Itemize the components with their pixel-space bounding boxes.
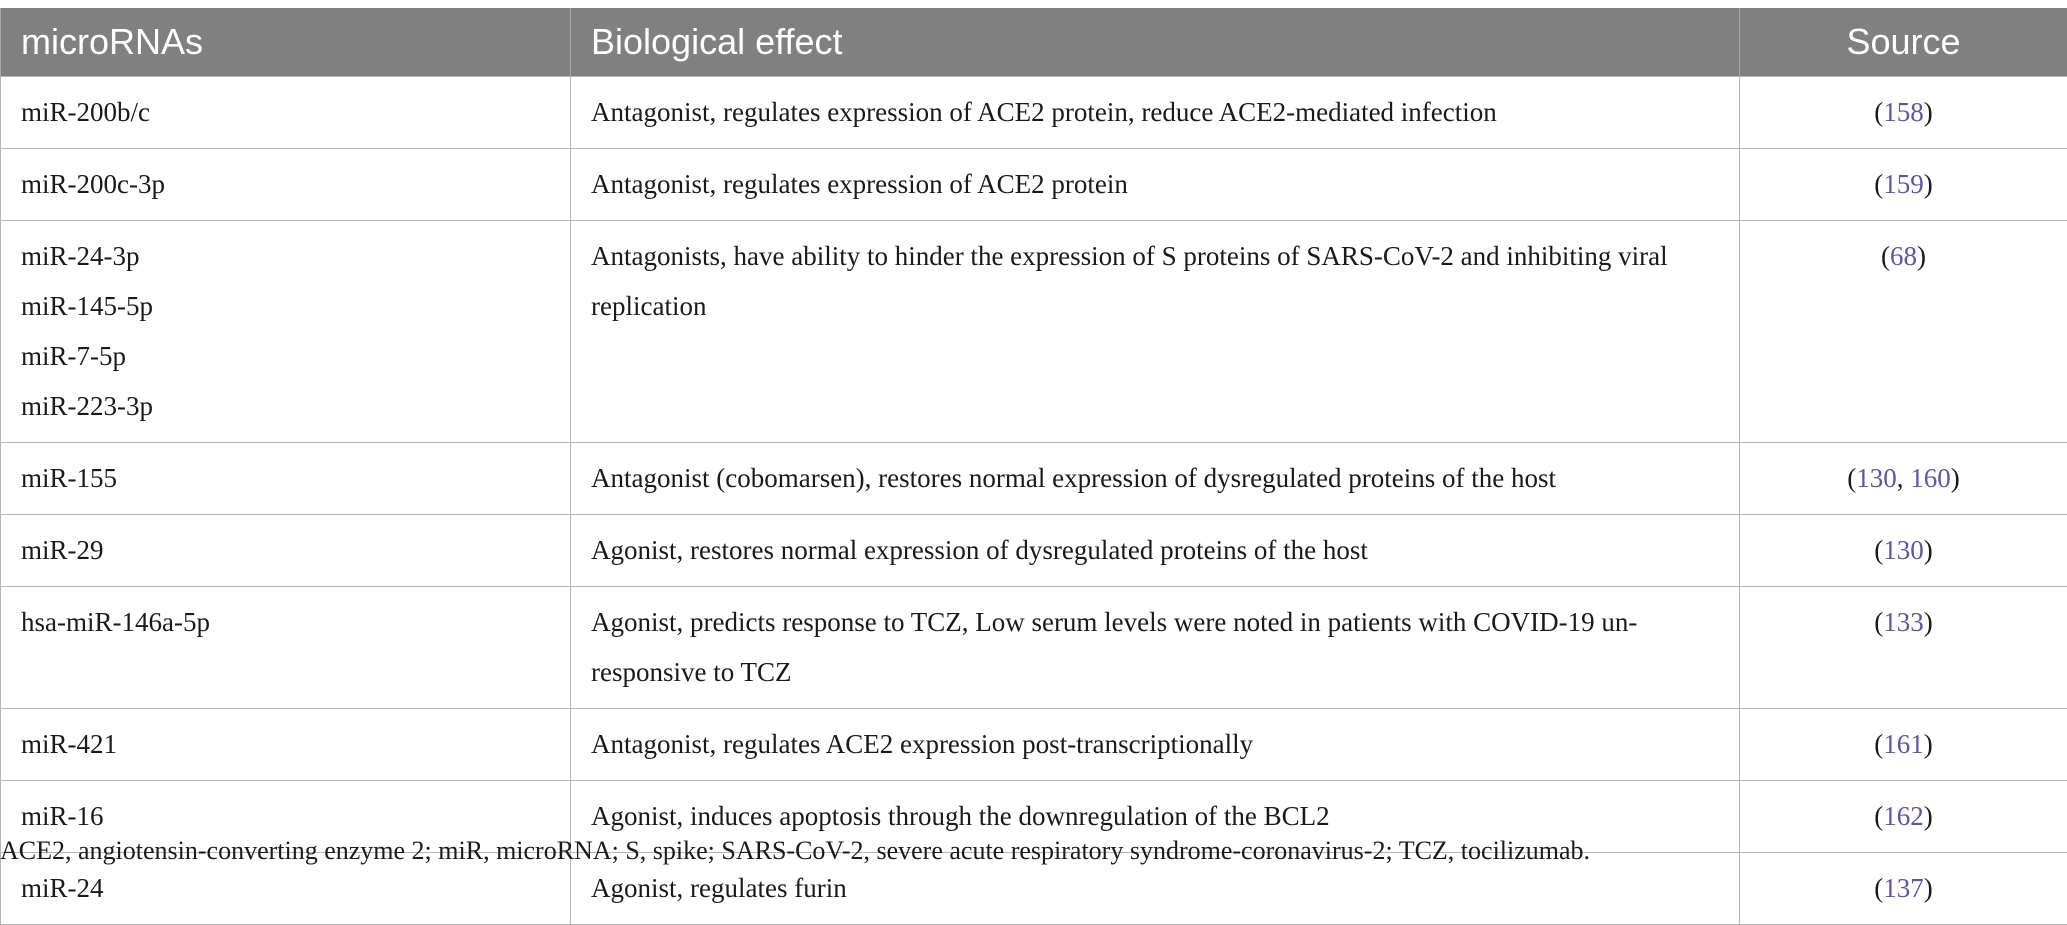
reference-link[interactable]: 133 [1883, 607, 1924, 637]
mirna-table: microRNAs Biological effect Source miR-2… [0, 8, 2067, 925]
reference-link[interactable]: 130 [1856, 463, 1897, 493]
table-row: miR-421 Antagonist, regulates ACE2 expres… [1, 709, 2067, 781]
mirna-name: miR-223-3p [21, 381, 550, 431]
table-row: miR-29 Agonist, restores normal expressio… [1, 515, 2067, 587]
mirna-name: hsa-miR-146a-5p [21, 597, 550, 647]
biological-effect-cell: Antagonist (cobomarsen), restores normal… [571, 443, 1740, 515]
table-footnote: ACE2, angiotensin-converting enzyme 2; m… [0, 836, 2067, 866]
mirna-cell: miR-29 [1, 515, 571, 587]
source-cell: (159) [1740, 149, 2067, 221]
table-row: miR-155 Antagonist (cobomarsen), restores… [1, 443, 2067, 515]
source-cell: (130, 160) [1740, 443, 2067, 515]
table-row: hsa-miR-146a-5p Agonist, predicts respons… [1, 587, 2067, 709]
mirna-name: miR-24 [21, 863, 550, 913]
source-cell: (68) [1740, 221, 2067, 443]
biological-effect-cell: Agonist, predicts response to TCZ, Low s… [571, 587, 1740, 709]
table-row: miR-200c-3p Antagonist, regulates express… [1, 149, 2067, 221]
reference-link[interactable]: 130 [1883, 535, 1924, 565]
mirna-cell: miR-421 [1, 709, 571, 781]
table-body: miR-200b/c Antagonist, regulates expressi… [1, 77, 2067, 925]
biological-effect-cell: Antagonist, regulates expression of ACE2… [571, 77, 1740, 149]
mirna-name: miR-24-3p [21, 231, 550, 281]
header-microrna: microRNAs [1, 8, 571, 77]
reference-link[interactable]: 159 [1883, 169, 1924, 199]
header-biological-effect: Biological effect [571, 8, 1740, 77]
reference-link[interactable]: 68 [1890, 241, 1917, 271]
reference-link[interactable]: 158 [1883, 97, 1924, 127]
source-cell: (161) [1740, 709, 2067, 781]
mirna-cell: miR-155 [1, 443, 571, 515]
biological-effect-cell: Antagonists, have ability to hinder the … [571, 221, 1740, 443]
reference-link[interactable]: 160 [1910, 463, 1951, 493]
mirna-name: miR-29 [21, 525, 550, 575]
source-cell: (133) [1740, 587, 2067, 709]
reference-link[interactable]: 161 [1883, 729, 1924, 759]
reference-link[interactable]: 162 [1883, 801, 1924, 831]
mirna-name: miR-200b/c [21, 87, 550, 137]
source-cell: (158) [1740, 77, 2067, 149]
table-header-row: microRNAs Biological effect Source [1, 8, 2067, 77]
mirna-cell: miR-200c-3p [1, 149, 571, 221]
mirna-cell: hsa-miR-146a-5p [1, 587, 571, 709]
biological-effect-cell: Agonist, restores normal expression of d… [571, 515, 1740, 587]
mirna-name: miR-7-5p [21, 331, 550, 381]
table-row: miR-200b/c Antagonist, regulates expressi… [1, 77, 2067, 149]
mirna-cell: miR-200b/c [1, 77, 571, 149]
mirna-name: miR-155 [21, 453, 550, 503]
reference-link[interactable]: 137 [1883, 873, 1924, 903]
mirna-name: miR-145-5p [21, 281, 550, 331]
header-source: Source [1740, 8, 2067, 77]
mirna-table-container: microRNAs Biological effect Source miR-2… [0, 8, 2067, 925]
biological-effect-cell: Antagonist, regulates expression of ACE2… [571, 149, 1740, 221]
source-cell: (130) [1740, 515, 2067, 587]
biological-effect-cell: Antagonist, regulates ACE2 expression po… [571, 709, 1740, 781]
mirna-name: miR-421 [21, 719, 550, 769]
mirna-name: miR-16 [21, 791, 550, 841]
mirna-name: miR-200c-3p [21, 159, 550, 209]
